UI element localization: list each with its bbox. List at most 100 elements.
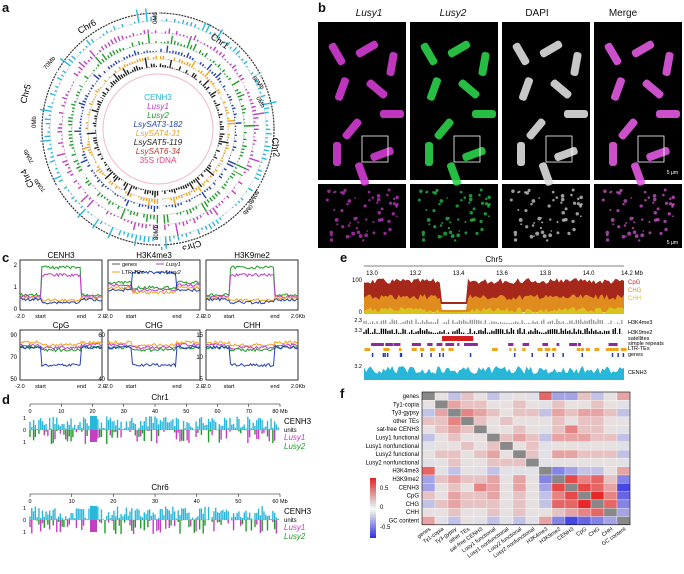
- ring-bar: [219, 39, 222, 42]
- ring-bar: [71, 107, 75, 110]
- nucleus-dot: [669, 197, 672, 201]
- colorbar-step: [370, 490, 376, 492]
- colorbar-step: [370, 498, 376, 500]
- profile-box: [19, 329, 103, 381]
- heatmap-cell: [603, 449, 618, 459]
- simple-repeat: [556, 343, 560, 346]
- chromosome: [458, 79, 480, 99]
- profile-box: [205, 329, 299, 381]
- ltr-te: [364, 348, 371, 351]
- ring-bar: [248, 95, 251, 98]
- heatmap-cell: [603, 499, 618, 509]
- profile-curve: [205, 265, 298, 297]
- heatmap-cell: [473, 433, 488, 442]
- ring-bar: [189, 44, 193, 50]
- heatmap-cell: [512, 391, 527, 401]
- heatmap-cell: [616, 408, 631, 418]
- heatmap-cell: [512, 499, 527, 509]
- ytick: 0: [23, 428, 26, 434]
- heatmap-cell: [551, 416, 566, 426]
- nucleus-dot: [425, 208, 428, 211]
- nucleus-dot: [610, 190, 613, 193]
- ring-bar: [67, 189, 70, 192]
- chromosome: [517, 142, 525, 166]
- heatmap-cell: [590, 499, 605, 509]
- ring-bar: [124, 191, 128, 194]
- ring-bar: [123, 57, 126, 60]
- simple-repeat: [418, 343, 421, 346]
- profile-curve: [107, 282, 201, 292]
- chr-gap: [158, 184, 164, 247]
- ring-bar: [237, 180, 243, 185]
- colorbar-step: [370, 528, 376, 530]
- nucleus-dot: [439, 199, 444, 203]
- ring-bar: [195, 205, 198, 210]
- legend-lusy2: Lusy2: [284, 532, 306, 541]
- heatmap-cell: [486, 449, 501, 459]
- ring-bar: [214, 63, 217, 66]
- nucleus-dot: [341, 225, 345, 229]
- ring-bar: [90, 213, 93, 216]
- heatmap-cell: [603, 425, 618, 434]
- chromosome: [609, 142, 617, 166]
- simple-repeat: [448, 343, 455, 346]
- ring-bar: [94, 56, 103, 65]
- chromosome: [631, 40, 655, 58]
- nucleus-dot: [537, 216, 542, 221]
- heatmap-col-label: CpG: [575, 527, 588, 538]
- heatmap-cell: [564, 449, 579, 459]
- ring-bar: [107, 226, 114, 239]
- ring-bar: [84, 94, 89, 98]
- ring-bar: [88, 89, 92, 93]
- ring-bar: [192, 43, 197, 51]
- colorbar-step: [370, 486, 376, 488]
- nucleus-dot: [376, 193, 381, 198]
- gene: [371, 353, 374, 357]
- ring-bar: [212, 182, 216, 186]
- nucleus-dot: [475, 231, 479, 235]
- nucleus-dot: [572, 201, 577, 205]
- ring-bar: [172, 50, 174, 54]
- heatmap-cell: [460, 474, 475, 484]
- ring-bar: [68, 58, 74, 64]
- nucleus-dot: [421, 230, 426, 235]
- nucleus-dot: [664, 227, 668, 232]
- profile-curve: [107, 285, 201, 295]
- heatmap-cell: [421, 408, 436, 418]
- ring-bar: [227, 160, 237, 165]
- ring-bar: [106, 187, 110, 190]
- heatmap-cell: [577, 491, 592, 501]
- ring-bar: [182, 221, 185, 227]
- nucleus-dot: [463, 196, 467, 199]
- mb-label: 70Mb: [43, 55, 58, 71]
- ring-bar: [180, 52, 183, 56]
- heatmap-cell: [551, 508, 566, 517]
- heatmap-cell: [538, 458, 553, 467]
- ring-bar: [174, 223, 179, 236]
- heatmap-cell: [525, 516, 540, 525]
- heatmap-cell: [564, 391, 579, 401]
- ring-bar: [82, 48, 85, 51]
- ring-bar: [216, 88, 220, 92]
- ring-bar: [206, 44, 209, 47]
- ring-bar: [175, 196, 178, 200]
- heatmap-cell: [421, 425, 436, 434]
- gene: [513, 353, 516, 357]
- ltr-te: [522, 348, 526, 351]
- ring-bar: [180, 202, 183, 206]
- nucleus-dot: [671, 204, 674, 208]
- ring-bar: [114, 79, 118, 83]
- ring-bar: [78, 168, 83, 172]
- ring-bar: [109, 212, 113, 215]
- nucleus-dot: [509, 198, 513, 202]
- nucleus-dot: [530, 202, 533, 206]
- track-label: LTR-TEs: [628, 346, 650, 352]
- nucleus-dot: [448, 230, 453, 234]
- colorbar-step: [370, 516, 376, 518]
- ring-bar: [70, 193, 72, 195]
- heatmap-cell: [421, 400, 436, 409]
- ring-bar: [128, 62, 131, 66]
- nucleus-dot: [560, 193, 565, 198]
- nucleus-dot: [455, 204, 459, 208]
- heatmap-cell: [538, 400, 553, 409]
